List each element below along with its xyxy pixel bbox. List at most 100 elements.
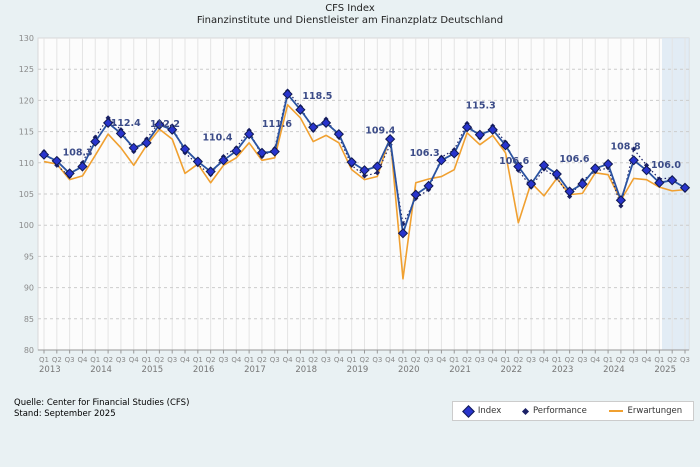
source-note: Quelle: Center for Financial Studies (CF… xyxy=(14,398,189,419)
svg-text:2019: 2019 xyxy=(347,365,369,375)
svg-text:Q4: Q4 xyxy=(488,356,499,364)
svg-text:Q3: Q3 xyxy=(167,356,177,364)
legend-label-performance: Performance xyxy=(532,406,587,416)
annotation-108.8: 108.8 xyxy=(611,141,641,152)
svg-text:2014: 2014 xyxy=(90,365,112,375)
svg-text:Q4: Q4 xyxy=(334,356,345,364)
index-series-markers xyxy=(38,89,691,239)
svg-text:2017: 2017 xyxy=(244,365,266,375)
svg-text:95: 95 xyxy=(24,252,34,261)
svg-text:2021: 2021 xyxy=(449,365,471,375)
svg-text:Q2: Q2 xyxy=(103,356,113,364)
svg-text:Q1: Q1 xyxy=(244,356,254,364)
svg-text:Q3: Q3 xyxy=(65,356,75,364)
svg-text:110: 110 xyxy=(19,159,34,168)
svg-text:2025: 2025 xyxy=(654,365,676,375)
svg-text:Q4: Q4 xyxy=(385,356,396,364)
svg-text:2020: 2020 xyxy=(398,365,420,375)
svg-text:Q3: Q3 xyxy=(372,356,382,364)
annotation-118.5: 118.5 xyxy=(302,91,332,102)
annotation-106.6: 106.6 xyxy=(559,154,589,165)
svg-text:Q1: Q1 xyxy=(90,356,100,364)
svg-text:100: 100 xyxy=(19,221,34,230)
svg-text:Q3: Q3 xyxy=(629,356,639,364)
x-axis-quarter-labels: Q1 Q2 Q3 Q4 Q1 Q2 Q3 Q4 Q1 Q2 Q3 Q4 Q1 Q2 Q3 Q4 Q1 Q2 Q3 Q4… xyxy=(39,356,690,364)
svg-text:85: 85 xyxy=(24,315,34,324)
svg-text:Q1: Q1 xyxy=(398,356,408,364)
svg-text:Q3: Q3 xyxy=(270,356,280,364)
svg-text:Q4: Q4 xyxy=(642,356,653,364)
svg-text:2015: 2015 xyxy=(142,365,164,375)
chart-title: CFS Index xyxy=(325,3,375,14)
svg-text:Q2: Q2 xyxy=(52,356,62,364)
svg-text:2024: 2024 xyxy=(603,365,625,375)
svg-text:80: 80 xyxy=(24,346,34,355)
svg-text:2013: 2013 xyxy=(39,365,61,375)
svg-text:Q4: Q4 xyxy=(539,356,550,364)
svg-text:2018: 2018 xyxy=(295,365,317,375)
svg-text:105: 105 xyxy=(19,190,34,199)
legend-label-index: Index xyxy=(477,406,502,416)
svg-text:Q2: Q2 xyxy=(616,356,626,364)
svg-text:Q4: Q4 xyxy=(77,356,88,364)
chart-subtitle: Finanzinstitute und Dienstleister am Fin… xyxy=(196,15,504,26)
svg-text:Q2: Q2 xyxy=(411,356,421,364)
svg-text:Q2: Q2 xyxy=(206,356,216,364)
svg-text:Q4: Q4 xyxy=(180,356,191,364)
svg-text:115: 115 xyxy=(19,128,34,137)
stand-line: Stand: September 2025 xyxy=(14,408,116,419)
svg-text:Q2: Q2 xyxy=(513,356,523,364)
annotation-106.6: 106.6 xyxy=(499,156,529,167)
svg-text:2023: 2023 xyxy=(552,365,574,375)
svg-text:Q3: Q3 xyxy=(577,356,587,364)
svg-text:Q1: Q1 xyxy=(501,356,511,364)
svg-text:Q3: Q3 xyxy=(526,356,536,364)
svg-text:Q4: Q4 xyxy=(436,356,447,364)
erwartungen-line-icon xyxy=(608,410,623,412)
svg-text:Q1: Q1 xyxy=(552,356,562,364)
svg-text:Q2: Q2 xyxy=(360,356,370,364)
svg-text:Q2: Q2 xyxy=(462,356,472,364)
annotation-111.6: 111.6 xyxy=(262,119,292,130)
svg-text:Q3: Q3 xyxy=(321,356,331,364)
svg-text:Q4: Q4 xyxy=(283,356,294,364)
svg-text:Q3: Q3 xyxy=(680,356,690,364)
erwartungen-series-line xyxy=(43,103,686,280)
svg-text:Q2: Q2 xyxy=(257,356,267,364)
annotation-108.3: 108.3 xyxy=(63,147,93,158)
chart-legend: Index Performance Erwartungen xyxy=(452,401,694,421)
annotation-109.4: 109.4 xyxy=(365,126,395,137)
annotation-112.2: 112.2 xyxy=(150,119,180,130)
svg-text:Q1: Q1 xyxy=(295,356,305,364)
svg-text:130: 130 xyxy=(19,34,34,43)
chart-title-block: CFS Index Finanzinstitute und Dienstleis… xyxy=(0,3,700,27)
performance-marker-icon xyxy=(521,407,529,415)
annotation-115.3: 115.3 xyxy=(466,101,496,112)
svg-text:Q2: Q2 xyxy=(667,356,677,364)
svg-text:Q3: Q3 xyxy=(116,356,126,364)
svg-text:Q1: Q1 xyxy=(347,356,357,364)
index-marker-icon xyxy=(461,404,475,418)
legend-item-index: Index xyxy=(461,404,502,418)
svg-text:2022: 2022 xyxy=(501,365,523,375)
legend-label-erwartungen: Erwartungen xyxy=(627,406,683,416)
svg-text:90: 90 xyxy=(24,284,34,293)
legend-item-erwartungen: Erwartungen xyxy=(608,406,683,416)
svg-text:Q1: Q1 xyxy=(654,356,664,364)
svg-text:Q2: Q2 xyxy=(565,356,575,364)
svg-text:120: 120 xyxy=(19,96,34,105)
svg-text:Q3: Q3 xyxy=(218,356,228,364)
svg-text:Q1: Q1 xyxy=(603,356,613,364)
annotation-106.0: 106.0 xyxy=(651,160,681,171)
source-line: Quelle: Center for Financial Studies (CF… xyxy=(14,398,190,408)
svg-text:Q2: Q2 xyxy=(154,356,164,364)
annotation-112.4: 112.4 xyxy=(111,118,141,129)
annotation-110.4: 110.4 xyxy=(202,132,232,143)
svg-text:Q1: Q1 xyxy=(39,356,49,364)
x-axis-year-labels: 2013 2014 2015 2016 2017 2018 2019 2020 2021 2022… xyxy=(39,365,676,375)
svg-text:Q1: Q1 xyxy=(449,356,459,364)
svg-text:Q1: Q1 xyxy=(142,356,152,364)
svg-text:Q3: Q3 xyxy=(475,356,485,364)
svg-text:Q4: Q4 xyxy=(129,356,140,364)
